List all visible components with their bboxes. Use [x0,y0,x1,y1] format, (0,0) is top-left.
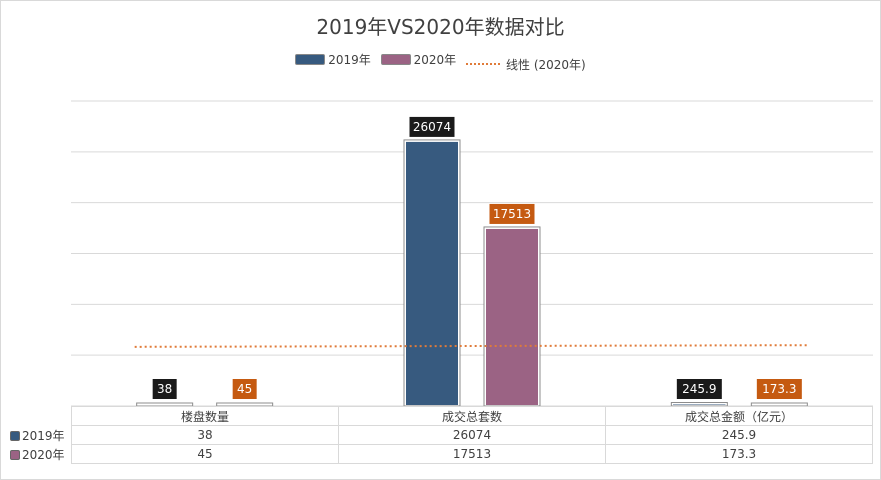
table-row: 2020年 45 17513 173.3 [10,444,873,464]
table-cell: 26074 [338,425,606,445]
legend-item-trendline: 线性 (2020年) [466,56,586,73]
data-label: 245.9 [682,382,716,396]
data-label-bg [152,379,177,399]
data-table: 楼盘数量 成交总套数 成交总金额（亿元） 2019年 38 26074 245.… [10,406,873,464]
bar [404,139,460,407]
data-label: 26074 [413,120,451,134]
data-label: 45 [237,382,252,396]
bar [484,226,540,407]
table-swatch-2019 [10,430,20,441]
data-label: 17513 [493,207,531,221]
table-header-cell: 楼盘数量 [71,406,339,426]
table-corner [10,406,72,426]
table-cell: 245.9 [605,425,873,445]
trendline [134,344,810,348]
legend-trendline-line [466,63,501,65]
table-cell: 45 [71,444,339,464]
legend-swatch-2019 [295,54,326,65]
data-label-bg [232,379,257,399]
data-label-bg [489,203,535,224]
legend-label-2019: 2019年 [328,53,371,67]
data-label-bg [756,379,802,399]
data-label-bg [676,379,722,399]
table-cell: 173.3 [605,444,873,464]
table-header-cell: 成交总金额（亿元） [605,406,873,426]
table-cell: 17513 [338,444,606,464]
legend-item-2020: 2020年 [380,51,457,68]
table-swatch-2020 [10,449,20,460]
legend: 2019年 2020年 线性 (2020年) [1,51,880,73]
table-header-row: 楼盘数量 成交总套数 成交总金额（亿元） [10,406,873,426]
table-row-header: 2019年 [10,425,72,445]
table-header-cell: 成交总套数 [338,406,606,426]
legend-label-2020: 2020年 [413,53,457,67]
data-label: 173.3 [762,382,796,396]
table-row-header: 2020年 [10,444,72,464]
table-row: 2019年 38 26074 245.9 [10,425,873,445]
legend-swatch-2020 [380,54,411,65]
data-label-bg [409,116,455,137]
legend-label-trendline: 线性 (2020年) [506,57,586,72]
table-row-label: 2019年 [22,428,65,443]
legend-item-2019: 2019年 [295,51,371,68]
table-row-label: 2020年 [22,447,65,462]
data-label: 38 [157,382,172,396]
table-cell: 38 [71,425,339,445]
chart-title: 2019年VS2020年数据对比 [316,15,565,39]
